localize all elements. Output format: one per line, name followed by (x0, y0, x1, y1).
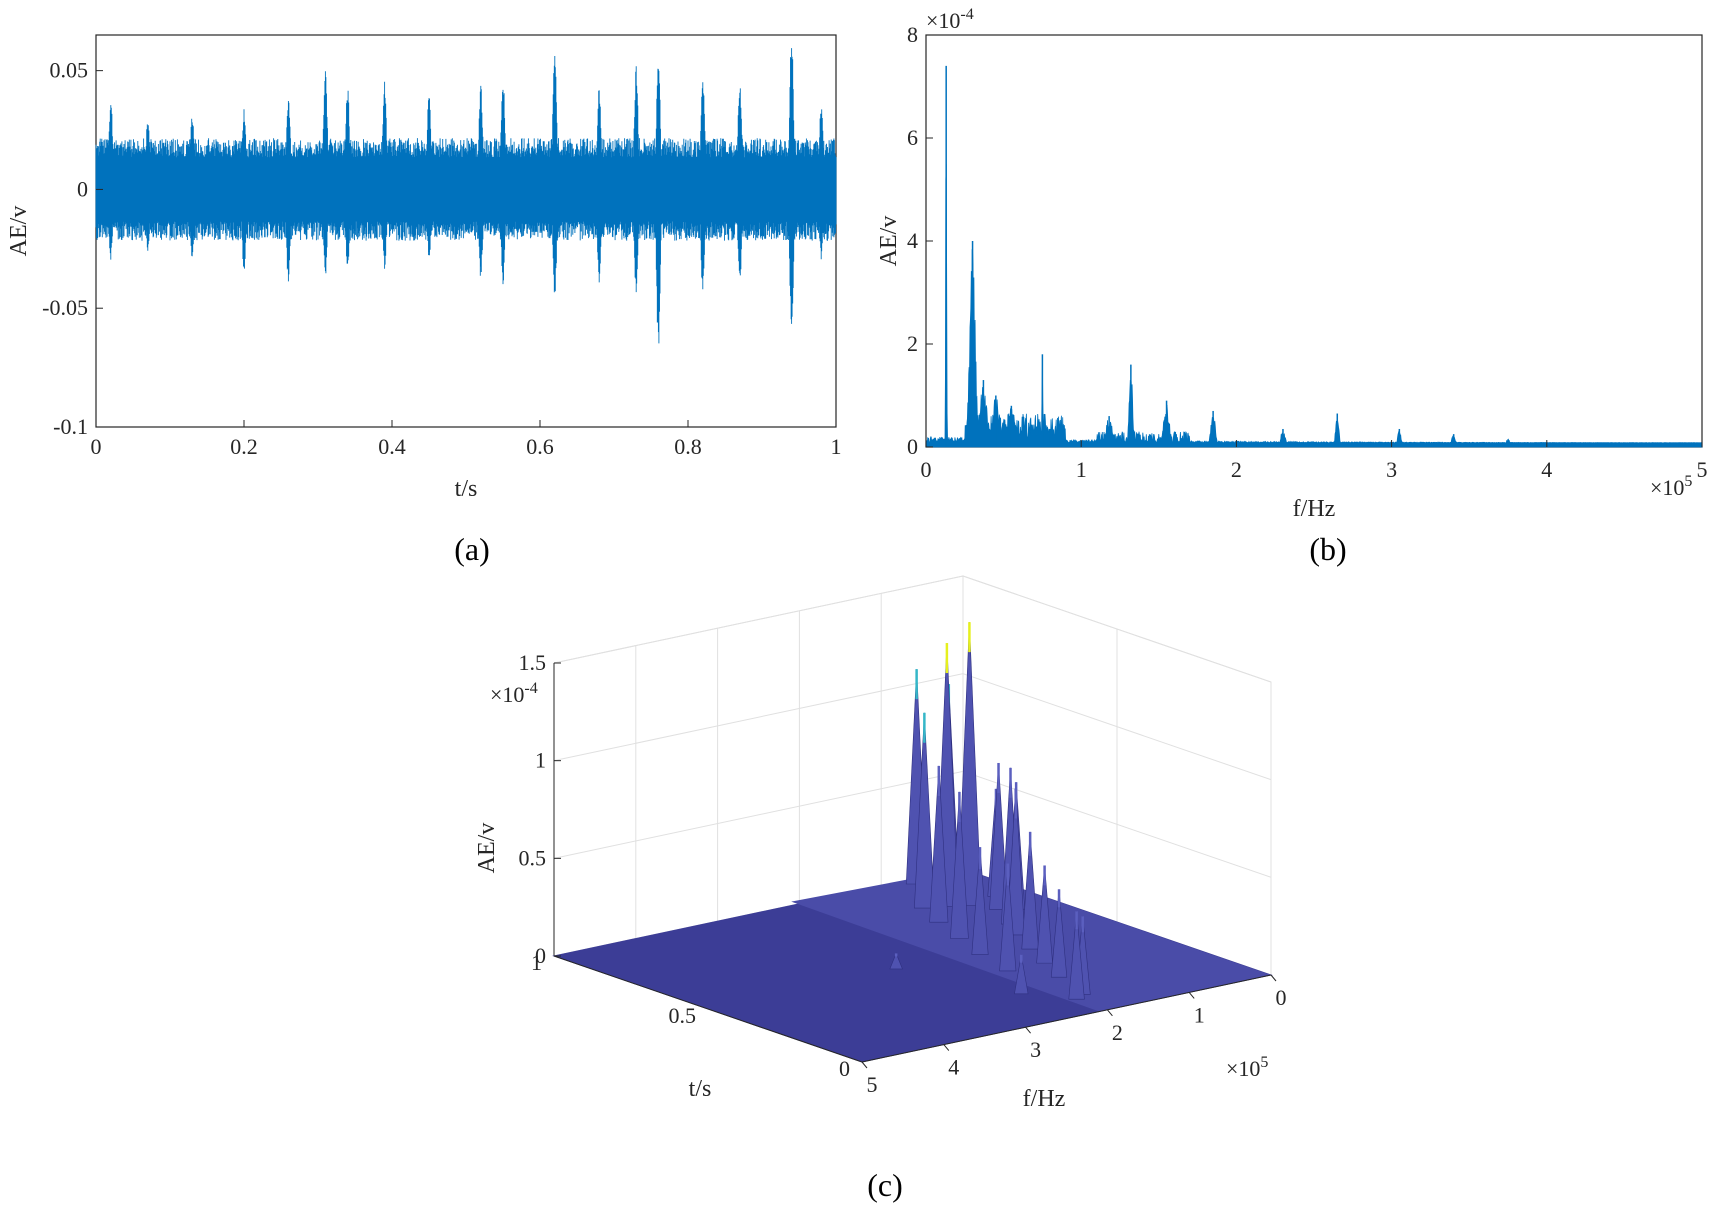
panel-b-y-ticks: 0 2 4 6 8 (907, 22, 933, 459)
panel-c-f-tick-label: 3 (1030, 1037, 1041, 1062)
panel-c-peak-6 (914, 712, 935, 909)
panel-c-peak-16 (889, 952, 903, 970)
panel-b-x-multiplier: ×105 (1650, 473, 1692, 500)
panel-a-x-ticks: 0 0.2 0.4 0.6 0.8 1 (91, 420, 842, 459)
panel-b: 0 1 2 3 4 5 0 2 4 6 8 ×10-4 ×105 f/Hz AE/v (b) (876, 6, 1708, 567)
panel-b-y-tick-label: 8 (907, 22, 918, 47)
panel-c-t-tick-label: 0 (839, 1056, 850, 1081)
panel-c-z-tick-label: 0 (535, 943, 546, 968)
panel-c-peak-18 (1021, 831, 1039, 950)
panel-b-y-multiplier: ×10-4 (926, 6, 974, 33)
panel-c-f-tick-mark (1270, 974, 1277, 982)
panel-c-f-tick-mark (1188, 992, 1195, 999)
panel-a-y-label: AE/v (6, 206, 32, 257)
panel-c-peak-21 (1050, 889, 1068, 978)
panel-c-caption: (c) (867, 1167, 903, 1203)
panel-a-x-tick-label: 0.2 (230, 434, 258, 459)
panel-a-y-tick-label: -0.1 (53, 414, 88, 439)
panel-c-peak-24 (1068, 911, 1085, 1000)
panel-c-f-tick-label: 2 (1112, 1020, 1123, 1045)
panel-c-z-tick-label: 1.5 (519, 650, 547, 675)
panel-c-peak-10 (989, 762, 1008, 910)
panel-a-caption: (a) (454, 531, 490, 567)
panel-c-f-tick-label: 4 (948, 1055, 959, 1080)
panel-c-f-tick-mark (943, 1044, 950, 1051)
panel-c-t-axis (553, 955, 863, 1063)
panel-c-z-label: AE/v (474, 823, 500, 874)
panel-b-x-tick-label: 5 (1697, 457, 1708, 482)
panel-a-signal-trace (95, 48, 837, 344)
panel-c-t-tick-label: 0.5 (669, 1003, 697, 1028)
panel-a-x-tick-label: 0.6 (526, 434, 554, 459)
panel-a-x-tick-label: 0.4 (378, 434, 406, 459)
panel-b-y-tick-label: 2 (907, 331, 918, 356)
panel-b-y-tick-label: 4 (907, 228, 918, 253)
panel-c-f-multiplier: ×105 (1226, 1054, 1268, 1081)
panel-a: 0 0.2 0.4 0.6 0.8 1 0.05 0 -0.05 -0.1 t/s AE/v (… (6, 34, 842, 567)
panel-a-y-tick-label: 0.05 (50, 58, 89, 83)
panel-c-f-axis (861, 974, 1272, 1063)
panel-a-x-tick-label: 0 (91, 434, 102, 459)
panel-c-peak-15 (1006, 788, 1026, 936)
panel-b-spectrum-area (925, 164, 1703, 448)
panel-b-plot-area (925, 34, 1703, 448)
panel-c-peak-20 (999, 863, 1017, 972)
panel-c-f-tick-label: 1 (1194, 1002, 1205, 1027)
panel-c-z-multiplier: ×10-4 (490, 680, 538, 707)
panel-a-x-tick-label: 1 (831, 434, 842, 459)
panel-b-y-tick-label: 0 (907, 434, 918, 459)
panel-c-peak-22 (1014, 954, 1029, 995)
panel-b-y-tick-label: 6 (907, 125, 918, 150)
panel-b-caption: (b) (1309, 531, 1346, 567)
panel-c-peak-17 (971, 847, 989, 955)
panel-c-surface-peaks (889, 622, 1091, 1000)
panel-c-z-tick-label: 0.5 (519, 845, 547, 870)
panel-c-peak-9 (957, 622, 982, 906)
panel-c-f-tick-label: 5 (867, 1072, 878, 1097)
panel-c-f-tick-mark (861, 1061, 868, 1069)
panel-c-peak-19 (1036, 865, 1053, 964)
panel-b-x-tick-label: 1 (1076, 457, 1087, 482)
panel-b-spectrum (925, 65, 1703, 448)
panel-a-signal-core (96, 159, 836, 220)
panel-a-y-tick-label: 0 (77, 176, 88, 201)
panel-a-x-label: t/s (455, 476, 478, 502)
panel-c-z-tick-label: 1 (535, 748, 546, 773)
panel-b-x-tick-label: 4 (1541, 457, 1552, 482)
panel-a-x-tick-label: 0.8 (674, 434, 702, 459)
panel-b-x-tick-label: 0 (921, 457, 932, 482)
panel-b-y-label: AE/v (876, 216, 902, 267)
panel-a-y-tick-label: -0.05 (42, 295, 88, 320)
panel-c-peak-11 (929, 765, 949, 923)
panel-c-f-tick-mark (1025, 1026, 1031, 1034)
panel-b-x-tick-label: 2 (1231, 457, 1242, 482)
panel-b-x-ticks: 0 1 2 3 4 5 (921, 440, 1708, 482)
panel-c-f-label: f/Hz (1023, 1086, 1066, 1112)
panel-c-peak-14 (950, 791, 969, 939)
panel-c-t-label: t/s (689, 1076, 712, 1102)
panel-c-t-tick-label: 1 (531, 950, 542, 975)
panel-b-x-label: f/Hz (1293, 496, 1336, 522)
panel-b-x-tick-label: 3 (1386, 457, 1397, 482)
panel-c-f-tick-label: 0 (1276, 985, 1287, 1010)
panel-c-f-tick-mark (1107, 1009, 1113, 1017)
panel-a-y-ticks: 0.05 0 -0.05 -0.1 (42, 58, 103, 439)
